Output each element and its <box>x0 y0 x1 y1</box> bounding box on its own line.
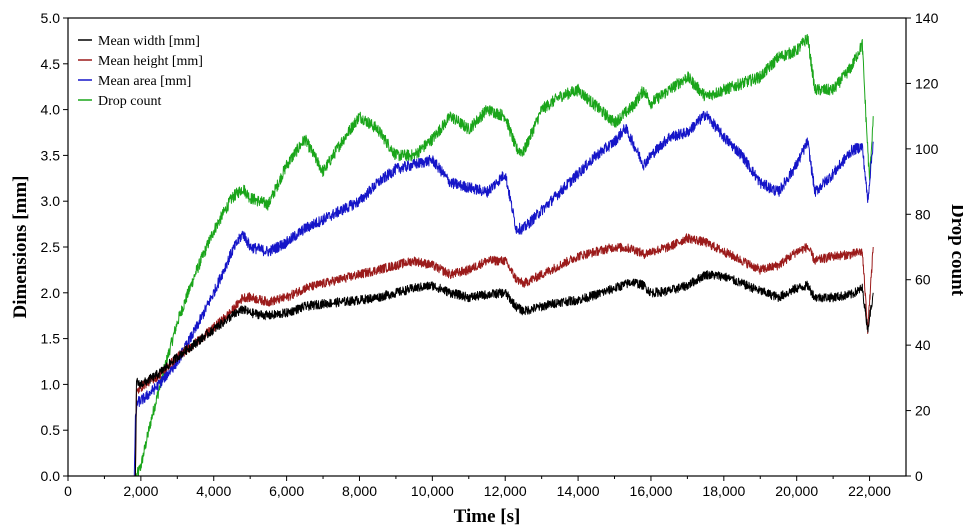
legend: Mean width [mm] Mean height [mm] Mean area… <box>78 34 203 109</box>
x-tick-label: 4,000 <box>196 483 231 499</box>
y-right-tick-label: 100 <box>915 141 939 157</box>
y-left-tick-label: 3.5 <box>41 147 61 163</box>
plot-lines <box>67 34 874 477</box>
legend-label: Drop count <box>98 94 161 109</box>
y-left-tick-label: 4.5 <box>41 56 61 72</box>
y-right-tick-label: 60 <box>915 272 931 288</box>
x-tick-label: 16,000 <box>630 483 673 499</box>
y-left-tick-label: 0.0 <box>41 468 61 484</box>
y-left-tick-label: 3.0 <box>41 193 61 209</box>
x-tick-label: 8,000 <box>342 483 377 499</box>
y-axis-right: 0 20 40 60 80 100 120 140 <box>906 10 939 484</box>
y-axis-left-title: Dimensions [mm] <box>10 175 31 318</box>
x-tick-label: 14,000 <box>557 483 600 499</box>
y-right-tick-label: 0 <box>915 468 923 484</box>
legend-label: Mean area [mm] <box>98 74 191 89</box>
y-right-tick-label: 120 <box>915 75 939 91</box>
y-left-tick-label: 0.5 <box>41 422 61 438</box>
y-left-tick-label: 4.0 <box>41 102 61 118</box>
y-left-tick-label: 5.0 <box>41 10 61 26</box>
x-tick-label: 12,000 <box>484 483 527 499</box>
y-right-tick-label: 20 <box>915 403 931 419</box>
y-left-tick-label: 2.0 <box>41 285 61 301</box>
x-tick-label: 0 <box>64 483 72 499</box>
x-tick-label: 2,000 <box>123 483 158 499</box>
x-tick-label: 6,000 <box>269 483 304 499</box>
series-line-1 <box>67 233 874 477</box>
plot-frame <box>67 17 907 477</box>
x-axis-title: Time [s] <box>454 506 521 526</box>
series-line-2 <box>67 110 874 477</box>
x-axis: 0 2,000 4,000 6,000 8,000 10,000 12,000 14,000 1… <box>64 476 891 499</box>
y-left-tick-label: 1.0 <box>41 376 61 392</box>
legend-label: Mean height [mm] <box>98 54 203 69</box>
legend-label: Mean width [mm] <box>98 34 200 49</box>
x-tick-label: 20,000 <box>775 483 818 499</box>
y-left-tick-label: 1.5 <box>41 331 61 347</box>
series-line-3 <box>67 34 874 477</box>
x-tick-label: 10,000 <box>411 483 454 499</box>
y-right-tick-label: 80 <box>915 206 931 222</box>
y-axis-left: 0.0 0.5 1.0 1.5 2.0 2.5 3.0 3.5 4.0 4.5 5.0 <box>41 10 68 484</box>
y-right-tick-label: 140 <box>915 10 939 26</box>
y-left-tick-label: 2.5 <box>41 239 61 255</box>
x-tick-label: 18,000 <box>702 483 745 499</box>
series-line-0 <box>67 270 874 477</box>
x-tick-label: 22,000 <box>848 483 891 499</box>
y-axis-right-title: Drop count <box>947 204 963 297</box>
y-right-tick-label: 40 <box>915 337 931 353</box>
